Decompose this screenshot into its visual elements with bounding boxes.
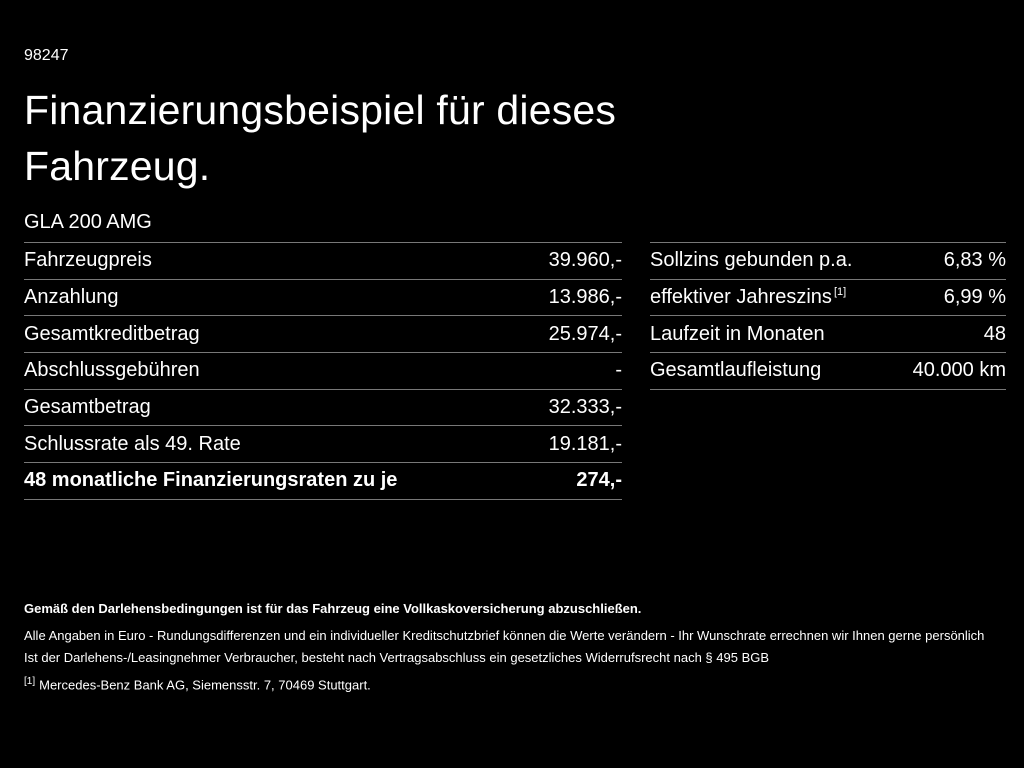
row-label: Gesamtlaufleistung	[650, 359, 822, 382]
row-value: 6,99 %	[943, 286, 1006, 309]
vehicle-id-number: 98247	[24, 47, 69, 64]
footer-widerruf-line: Ist der Darlehens-/Leasingnehmer Verbrau…	[24, 650, 770, 665]
row-label-text: effektiver Jahreszins	[650, 286, 832, 309]
table-row-abschlussgebuehren: Abschlussgebühren -	[24, 352, 622, 389]
row-label: Abschlussgebühren	[24, 359, 200, 382]
footnote-ref-1: [1]	[833, 286, 847, 299]
row-label: Sollzins gebunden p.a.	[650, 249, 853, 272]
legal-footer: Gemäß den Darlehensbedingungen ist für d…	[24, 598, 1004, 696]
table-row-fahrzeugpreis: Fahrzeugpreis 39.960,-	[24, 242, 622, 279]
row-value: 274,-	[576, 469, 622, 492]
row-value: 40.000 km	[912, 359, 1006, 382]
table-row-laufzeit: Laufzeit in Monaten 48	[650, 315, 1006, 352]
row-value: 6,83 %	[943, 249, 1006, 272]
row-value: -	[615, 359, 622, 382]
table-row-sollzins: Sollzins gebunden p.a. 6,83 %	[650, 242, 1006, 279]
row-label: Fahrzeugpreis	[24, 249, 152, 272]
row-label: 48 monatliche Finanzierungsraten zu je	[24, 469, 398, 492]
row-value: 25.974,-	[548, 322, 622, 345]
table-row-gesamtlaufleistung: Gesamtlaufleistung 40.000 km	[650, 352, 1006, 389]
vehicle-model-name: GLA 200 AMG	[24, 211, 152, 233]
footnote-marker: [1]	[24, 676, 36, 687]
footer-insurance-note: Gemäß den Darlehensbedingungen ist für d…	[24, 601, 642, 616]
row-label: Gesamtbetrag	[24, 396, 151, 419]
financing-table-right: Sollzins gebunden p.a. 6,83 % effektiver…	[650, 242, 1006, 390]
table-row-gesamtkreditbetrag: Gesamtkreditbetrag 25.974,-	[24, 315, 622, 352]
row-value: 32.333,-	[548, 396, 622, 419]
row-value: 13.986,-	[548, 286, 622, 309]
row-value: 39.960,-	[548, 249, 622, 272]
table-row-anzahlung: Anzahlung 13.986,-	[24, 278, 622, 316]
row-value: 19.181,-	[548, 432, 622, 455]
page-title: Finanzierungsbeispiel für dieses Fahrzeu…	[24, 87, 617, 189]
row-label: Laufzeit in Monaten	[650, 322, 825, 345]
row-label: Gesamtkreditbetrag	[24, 322, 200, 345]
footnote-text: Mercedes-Benz Bank AG, Siemensstr. 7, 70…	[39, 677, 371, 693]
footer-footnote: [1] Mercedes-Benz Bank AG, Siemensstr. 7,…	[24, 671, 1004, 696]
row-label: Schlussrate als 49. Rate	[24, 432, 241, 455]
footer-disclaimer-line: Alle Angaben in Euro - Rundungsdifferenz…	[24, 628, 985, 643]
row-value: 48	[983, 322, 1006, 345]
table-row-schlussrate: Schlussrate als 49. Rate 19.181,-	[24, 425, 622, 462]
financing-table-left: Fahrzeugpreis 39.960,- Anzahlung 13.986,…	[24, 242, 622, 500]
table-row-monatsrate: 48 monatliche Finanzierungsraten zu je 2…	[24, 462, 622, 499]
table-row-gesamtbetrag: Gesamtbetrag 32.333,-	[24, 388, 622, 426]
row-label: Anzahlung	[24, 286, 119, 309]
table-row-effektiver-jahreszins: effektiver Jahreszins [1] 6,99 %	[650, 278, 1006, 316]
row-label: effektiver Jahreszins [1]	[650, 286, 846, 309]
